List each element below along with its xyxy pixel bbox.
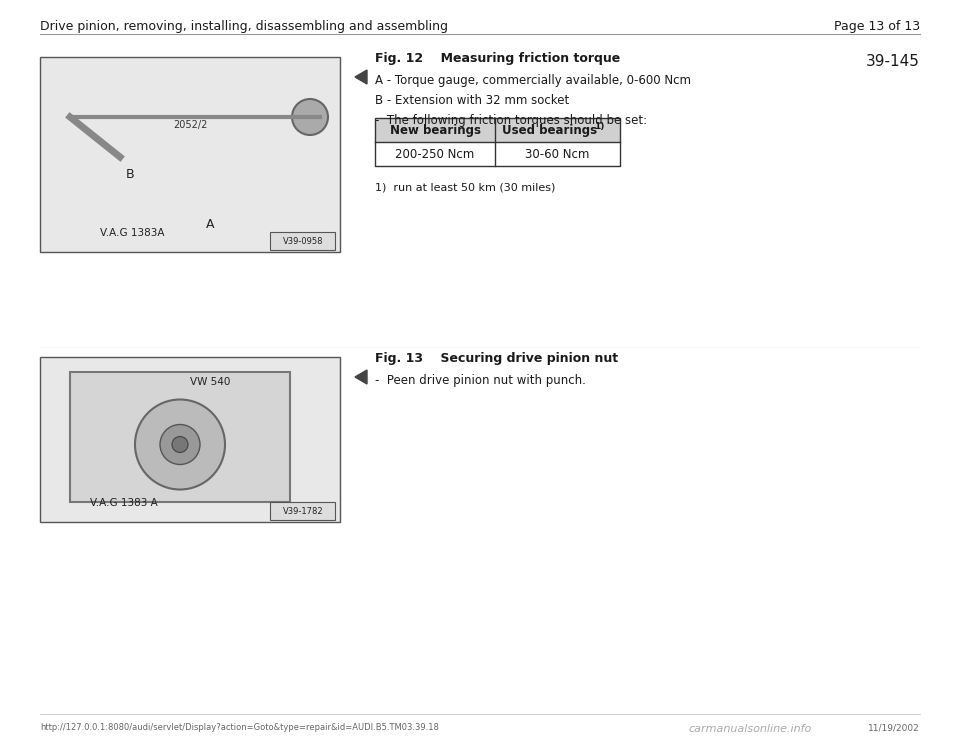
Text: B: B: [126, 168, 134, 181]
Bar: [270, 502, 335, 520]
Text: carmanualsonline.info: carmanualsonline.info: [688, 724, 811, 734]
Text: V39-0958: V39-0958: [283, 237, 324, 246]
Circle shape: [292, 99, 328, 135]
Circle shape: [160, 424, 200, 464]
Polygon shape: [355, 370, 367, 384]
Text: 1): 1): [594, 122, 605, 131]
Text: 39-145: 39-145: [866, 54, 920, 69]
Bar: [70, 372, 290, 502]
Bar: [375, 118, 620, 166]
Text: New bearings: New bearings: [390, 123, 481, 137]
Polygon shape: [355, 70, 367, 84]
Text: VW 540: VW 540: [190, 377, 230, 387]
Text: A - Torque gauge, commercially available, 0-600 Ncm: A - Torque gauge, commercially available…: [375, 74, 691, 87]
Bar: [270, 232, 335, 250]
Bar: [375, 118, 620, 142]
Text: A: A: [205, 218, 214, 231]
Text: -  Peen drive pinion nut with punch.: - Peen drive pinion nut with punch.: [375, 374, 586, 387]
Text: Fig. 12    Measuring friction torque: Fig. 12 Measuring friction torque: [375, 52, 620, 65]
Text: 30-60 Ncm: 30-60 Ncm: [525, 148, 589, 160]
Circle shape: [172, 436, 188, 453]
Circle shape: [135, 399, 225, 490]
Text: http://127.0.0.1:8080/audi/servlet/Display?action=Goto&type=repair&id=AUDI.B5.TM: http://127.0.0.1:8080/audi/servlet/Displ…: [40, 723, 439, 732]
Text: 200-250 Ncm: 200-250 Ncm: [396, 148, 474, 160]
Bar: [40, 57, 340, 252]
Text: -  The following friction torques should be set:: - The following friction torques should …: [375, 114, 647, 127]
Text: B - Extension with 32 mm socket: B - Extension with 32 mm socket: [375, 94, 569, 107]
Text: V.A.G 1383 A: V.A.G 1383 A: [90, 498, 157, 508]
Text: V.A.G 1383A: V.A.G 1383A: [100, 228, 164, 238]
Text: Drive pinion, removing, installing, disassembling and assembling: Drive pinion, removing, installing, disa…: [40, 20, 448, 33]
Text: Fig. 13    Securing drive pinion nut: Fig. 13 Securing drive pinion nut: [375, 352, 618, 365]
Text: V39-1782: V39-1782: [282, 507, 324, 516]
Text: Used bearings: Used bearings: [502, 123, 597, 137]
Text: 11/19/2002: 11/19/2002: [868, 723, 920, 732]
Text: 2052/2: 2052/2: [173, 119, 207, 130]
Bar: [40, 357, 340, 522]
Text: Page 13 of 13: Page 13 of 13: [834, 20, 920, 33]
Text: 1)  run at least 50 km (30 miles): 1) run at least 50 km (30 miles): [375, 182, 556, 192]
